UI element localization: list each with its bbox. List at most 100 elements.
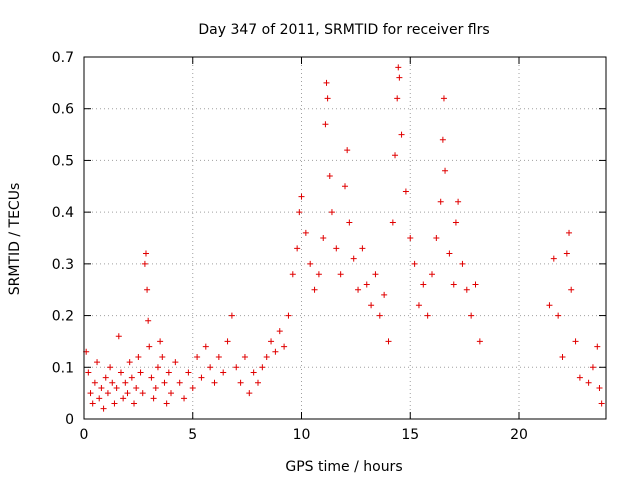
data-point-33 — [150, 395, 157, 402]
data-point-125 — [550, 255, 557, 262]
data-point-133 — [585, 379, 592, 386]
data-point-91 — [363, 281, 370, 288]
data-point-89 — [355, 286, 362, 293]
data-point-44 — [181, 395, 188, 402]
data-point-68 — [285, 312, 292, 319]
data-point-4 — [91, 379, 98, 386]
data-point-132 — [576, 374, 583, 381]
data-point-9 — [102, 374, 109, 381]
data-point-78 — [322, 121, 329, 128]
data-point-45 — [185, 369, 192, 376]
data-point-15 — [115, 333, 122, 340]
data-point-14 — [113, 384, 120, 391]
plot-frame — [83, 56, 607, 420]
data-point-60 — [250, 369, 257, 376]
y-axis-label: SRMTID / TECUs — [7, 183, 23, 296]
y-tick-label-7: 0.7 — [52, 50, 74, 66]
x-tick-label-1: 5 — [188, 427, 197, 443]
data-point-118 — [455, 198, 462, 205]
data-point-24 — [135, 353, 142, 360]
data-point-62 — [259, 364, 266, 371]
data-point-58 — [241, 353, 248, 360]
data-point-96 — [385, 338, 392, 345]
data-point-21 — [128, 374, 135, 381]
data-point-25 — [137, 369, 144, 376]
x-tick-label-2: 10 — [293, 427, 311, 443]
data-point-75 — [311, 286, 318, 293]
data-point-88 — [350, 255, 357, 262]
data-point-30 — [145, 317, 152, 324]
data-point-49 — [202, 343, 209, 350]
x-tick-label-4: 20 — [510, 427, 528, 443]
data-point-65 — [272, 348, 279, 355]
data-point-39 — [163, 400, 170, 407]
data-point-92 — [368, 302, 375, 309]
data-point-126 — [555, 312, 562, 319]
data-point-104 — [407, 235, 414, 241]
data-point-131 — [572, 338, 579, 345]
data-point-55 — [228, 312, 235, 319]
data-point-36 — [157, 338, 164, 345]
data-point-127 — [559, 353, 566, 360]
data-point-7 — [98, 384, 105, 391]
data-point-5 — [94, 359, 101, 366]
data-point-113 — [440, 95, 447, 102]
data-point-97 — [389, 219, 396, 226]
axes: 0 0.1 0.2 0.3 0.4 0.5 0.6 0.7 0 5 10 15 20 — [52, 50, 607, 443]
data-point-94 — [376, 312, 383, 319]
data-point-120 — [463, 286, 470, 293]
y-tick-label-2: 0.2 — [52, 309, 74, 325]
data-point-106 — [415, 302, 422, 309]
data-point-6 — [96, 395, 103, 402]
y-tick-label-1: 0.1 — [52, 360, 74, 376]
data-point-123 — [476, 338, 483, 345]
data-point-35 — [154, 364, 161, 371]
data-point-17 — [120, 395, 127, 402]
data-point-69 — [289, 271, 296, 278]
data-point-63 — [263, 353, 270, 360]
data-point-103 — [402, 188, 409, 195]
data-point-110 — [433, 235, 440, 241]
data-point-56 — [233, 364, 240, 371]
data-point-73 — [302, 229, 309, 236]
data-point-48 — [198, 374, 205, 381]
data-point-137 — [598, 400, 605, 407]
data-point-93 — [372, 271, 379, 278]
data-point-43 — [176, 379, 183, 386]
data-point-81 — [326, 172, 333, 179]
y-tick-label-4: 0.4 — [52, 205, 74, 221]
data-point-2 — [87, 390, 94, 397]
data-point-34 — [152, 384, 159, 391]
data-point-53 — [220, 369, 227, 376]
data-point-90 — [359, 245, 366, 252]
data-point-16 — [117, 369, 124, 376]
data-point-38 — [161, 379, 168, 386]
x-tick-label-0: 0 — [80, 427, 89, 443]
data-point-105 — [411, 260, 418, 267]
data-point-112 — [439, 136, 446, 143]
data-point-114 — [442, 167, 449, 174]
data-point-28 — [142, 250, 149, 257]
data-point-111 — [437, 198, 444, 205]
data-point-26 — [139, 390, 146, 397]
data-point-98 — [392, 152, 399, 159]
data-point-119 — [459, 260, 466, 267]
data-point-122 — [472, 281, 479, 288]
data-point-116 — [450, 281, 457, 288]
data-point-134 — [589, 364, 596, 371]
data-point-41 — [168, 390, 174, 397]
data-point-13 — [111, 400, 118, 407]
data-point-117 — [452, 219, 459, 226]
data-point-59 — [246, 390, 253, 397]
data-point-82 — [328, 209, 335, 216]
data-point-70 — [294, 245, 301, 252]
y-tick-label-6: 0.6 — [52, 102, 74, 118]
data-point-128 — [563, 250, 570, 257]
data-point-20 — [126, 359, 133, 366]
data-point-108 — [424, 312, 431, 319]
data-point-29 — [144, 286, 151, 293]
data-point-46 — [189, 384, 196, 391]
data-point-135 — [594, 343, 601, 350]
data-point-47 — [194, 353, 201, 360]
